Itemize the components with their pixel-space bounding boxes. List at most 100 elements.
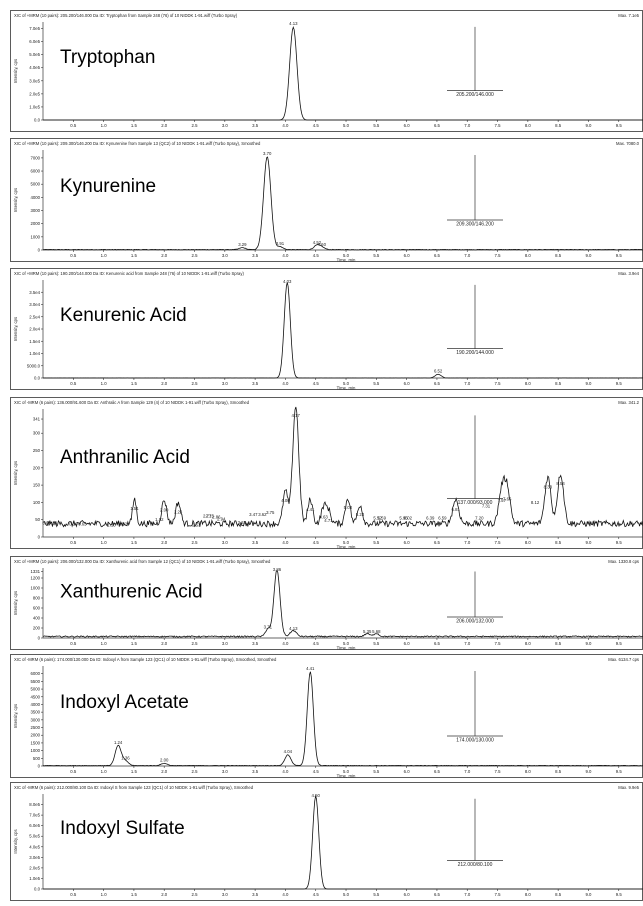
x-tick-label: 7.0 [464, 769, 471, 774]
peak-label: 6.39 [426, 515, 435, 520]
x-tick-label: 5.0 [343, 892, 350, 897]
x-tick-label: 0.5 [70, 892, 77, 897]
y-tick-label: 6.0e5 [29, 823, 40, 828]
x-tick-label: 4.5 [313, 381, 320, 386]
x-tick-label: 0.5 [70, 641, 77, 646]
chromatogram-trace [42, 569, 643, 638]
x-tick-label: 7.5 [495, 381, 502, 386]
x-tick-label: 6.0 [404, 769, 411, 774]
peak-label: 1.32 [119, 521, 128, 526]
x-tick-label: 0.5 [70, 381, 77, 386]
peak-label: 3.71 [264, 625, 273, 630]
panel-header: XIC of -MRM (6 pairs): 174.000/130.000 D… [14, 657, 277, 662]
y-tick-label: 3000 [30, 717, 40, 722]
x-tick-label: 7.5 [495, 892, 502, 897]
y-tick-label: 5.0e5 [29, 52, 40, 57]
x-tick-label: 3.5 [252, 892, 259, 897]
x-tick-label: 8.5 [555, 381, 562, 386]
y-tick-label: 1000 [30, 748, 40, 753]
chromatogram-svg: XIC of -MRM (6 pairs): 136.000/91.600 Da… [10, 397, 643, 550]
y-tick-label: 5000 [30, 687, 40, 692]
x-tick-label: 4.0 [282, 123, 289, 128]
peak-label: 4.41 [306, 666, 315, 671]
x-tick-label: 7.5 [495, 253, 502, 258]
x-tick-label: 6.5 [434, 540, 441, 545]
peak-label: 6.59 [438, 515, 447, 520]
x-tick-label: 8.0 [525, 641, 532, 646]
y-tick-label: 7.0e5 [29, 813, 40, 818]
panel-frame [10, 654, 643, 778]
x-tick-label: 1.5 [131, 892, 138, 897]
peak-label: 2.94 [217, 516, 226, 521]
x-tick-label: 6.0 [404, 123, 411, 128]
compound-name: Anthranilic Acid [60, 447, 190, 468]
x-tick-label: 2.0 [161, 540, 168, 545]
peak-label: 5.52 [373, 515, 382, 520]
x-tick-label: 5.5 [373, 123, 380, 128]
x-tick-label: 7.5 [495, 123, 502, 128]
y-tick-label: 2000 [30, 733, 40, 738]
x-tick-label: 9.0 [585, 253, 592, 258]
x-tick-label: 6.0 [404, 892, 411, 897]
chromatogram-svg: XIC of +MRM (10 pairs): 205.200/146.000 … [10, 10, 643, 132]
peak-label: 3.75 [266, 510, 275, 515]
x-tick-label: 4.5 [313, 123, 320, 128]
peak-label: 1.24 [114, 740, 123, 745]
peak-label: 4.13 [289, 626, 298, 631]
y-axis-label: Intensity, cps [13, 461, 18, 485]
x-axis-label: Time, min [337, 646, 356, 651]
y-tick-label: 2.5e4 [29, 314, 40, 319]
y-tick-label: 400 [33, 616, 41, 621]
x-tick-label: 1.0 [101, 641, 108, 646]
x-tick-label: 9.5 [616, 253, 623, 258]
peak-label: 6.52 [434, 368, 443, 373]
y-tick-label: 1.5e4 [29, 339, 40, 344]
peak-label: 4.13 [289, 21, 298, 26]
y-tick-label: 341 [33, 417, 41, 422]
x-tick-label: 6.5 [434, 769, 441, 774]
x-tick-label: 2.0 [161, 892, 168, 897]
y-tick-label: 3.5e4 [29, 290, 40, 295]
chromatogram-svg: XIC of +MRM (10 pairs): 190.200/144.000 … [10, 268, 643, 391]
x-tick-label: 3.0 [222, 892, 229, 897]
peak-label: 4.71 [324, 518, 333, 523]
chromatogram-trace [43, 794, 643, 890]
peak-label: 6.81 [452, 507, 461, 512]
x-tick-label: 5.5 [373, 892, 380, 897]
x-tick-label: 7.0 [464, 123, 471, 128]
x-tick-label: 3.5 [252, 381, 259, 386]
peak-label: 1.51 [130, 506, 139, 511]
transition-label: 206.000/132.000 [456, 619, 494, 625]
x-tick-label: 9.0 [585, 641, 592, 646]
y-tick-label: 5000.0 [27, 363, 41, 368]
peak-label: 7.66 [503, 496, 512, 501]
chromatogram-trace [42, 406, 643, 529]
y-tick-label: 1000 [30, 234, 40, 239]
x-tick-label: 9.5 [616, 381, 623, 386]
y-tick-label: 100 [33, 500, 41, 505]
chromatogram-panel-4: XIC of -MRM (6 pairs): 136.000/91.600 Da… [0, 397, 643, 550]
y-tick-label: 0 [38, 248, 41, 253]
x-tick-label: 1.5 [131, 381, 138, 386]
y-tick-label: 0.0 [34, 118, 41, 123]
peak-label: 4.60 [318, 242, 327, 247]
x-tick-label: 0.5 [70, 253, 77, 258]
x-tick-label: 5.0 [343, 381, 350, 386]
x-tick-label: 3.0 [222, 769, 229, 774]
x-tick-label: 3.0 [222, 540, 229, 545]
peak-label: 7.20 [475, 515, 484, 520]
x-tick-label: 8.5 [555, 123, 562, 128]
peak-label: 6.02 [404, 515, 413, 520]
y-tick-label: 3000 [30, 208, 40, 213]
peak-label: 2.53 [192, 522, 201, 527]
y-tick-label: 1500 [30, 740, 40, 745]
panel-max: Max. 341.2 [618, 400, 639, 405]
y-tick-label: 0 [38, 764, 41, 769]
peak-label: 3.28 [238, 520, 247, 525]
y-tick-label: 200 [33, 465, 41, 470]
panel-max: Max. 7080.0 [616, 141, 640, 146]
peak-label: 1.36 [121, 755, 130, 760]
x-tick-label: 4.5 [313, 253, 320, 258]
peak-label: 7.31 [482, 503, 491, 508]
